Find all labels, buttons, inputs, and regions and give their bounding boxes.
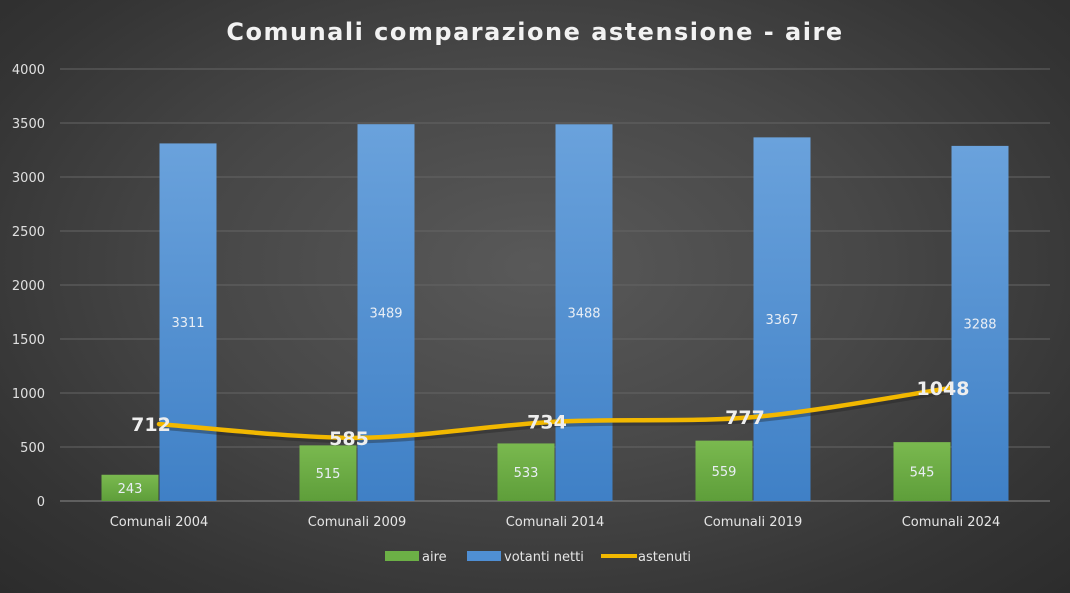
data-label-votanti-netti: 3489 <box>369 307 402 322</box>
data-label-astenuti: 1048 <box>917 378 970 400</box>
bar-votanti-netti <box>555 124 613 502</box>
y-tick-label: 500 <box>20 441 45 456</box>
legend-label-votanti-netti: votanti netti <box>504 550 584 565</box>
data-label-aire: 559 <box>712 465 737 480</box>
legend-swatch-aire <box>385 551 419 561</box>
y-tick-label: 0 <box>37 495 45 510</box>
data-label-astenuti: 712 <box>131 414 171 436</box>
x-category-label: Comunali 2024 <box>902 515 1001 530</box>
legend-label-astenuti: astenuti <box>638 550 691 565</box>
y-tick-label: 3500 <box>12 117 45 132</box>
data-label-aire: 243 <box>118 482 143 497</box>
y-tick-label: 3000 <box>12 171 45 186</box>
bar-aire <box>695 440 753 501</box>
data-label-astenuti: 585 <box>329 428 369 450</box>
legend-label-aire: aire <box>422 550 447 565</box>
data-label-votanti-netti: 3311 <box>171 316 204 331</box>
y-tick-label: 2000 <box>12 279 45 294</box>
y-axis-ticks: 0 500 1000 1500 2000 2500 3000 3500 4000 <box>12 63 45 510</box>
legend: aire votanti netti astenuti <box>385 550 691 565</box>
chart-title: Comunali comparazione astensione - aire <box>226 18 843 46</box>
bars <box>101 124 1009 502</box>
data-labels: 243 3311 515 3489 533 3488 559 3367 545 3288 712 58… <box>118 307 997 497</box>
x-category-label: Comunali 2014 <box>506 515 605 530</box>
data-label-votanti-netti: 3488 <box>567 307 600 322</box>
data-label-votanti-netti: 3288 <box>963 317 996 332</box>
data-label-votanti-netti: 3367 <box>765 313 798 328</box>
data-label-astenuti: 734 <box>527 412 567 434</box>
data-label-aire: 533 <box>514 466 539 481</box>
y-tick-label: 4000 <box>12 63 45 78</box>
data-label-aire: 515 <box>316 467 341 482</box>
legend-swatch-votanti-netti <box>467 551 501 561</box>
y-tick-label: 2500 <box>12 225 45 240</box>
bar-votanti-netti <box>159 143 217 502</box>
x-axis-categories: Comunali 2004 Comunali 2009 Comunali 2014 C… <box>110 515 1001 530</box>
bar-aire <box>893 442 951 501</box>
line-astenuti <box>156 385 954 441</box>
grid <box>60 68 1050 502</box>
bar-aire <box>497 443 555 501</box>
bar-aire <box>101 474 159 501</box>
bar-aire <box>299 445 357 501</box>
line-series <box>156 385 954 444</box>
y-tick-label: 1500 <box>12 333 45 348</box>
bar-votanti-netti <box>951 145 1009 501</box>
y-tick-label: 1000 <box>12 387 45 402</box>
x-category-label: Comunali 2004 <box>110 515 209 530</box>
x-category-label: Comunali 2019 <box>704 515 803 530</box>
bar-votanti-netti <box>753 137 811 501</box>
data-label-aire: 545 <box>910 466 935 481</box>
x-category-label: Comunali 2009 <box>308 515 407 530</box>
data-label-astenuti: 777 <box>725 407 765 429</box>
